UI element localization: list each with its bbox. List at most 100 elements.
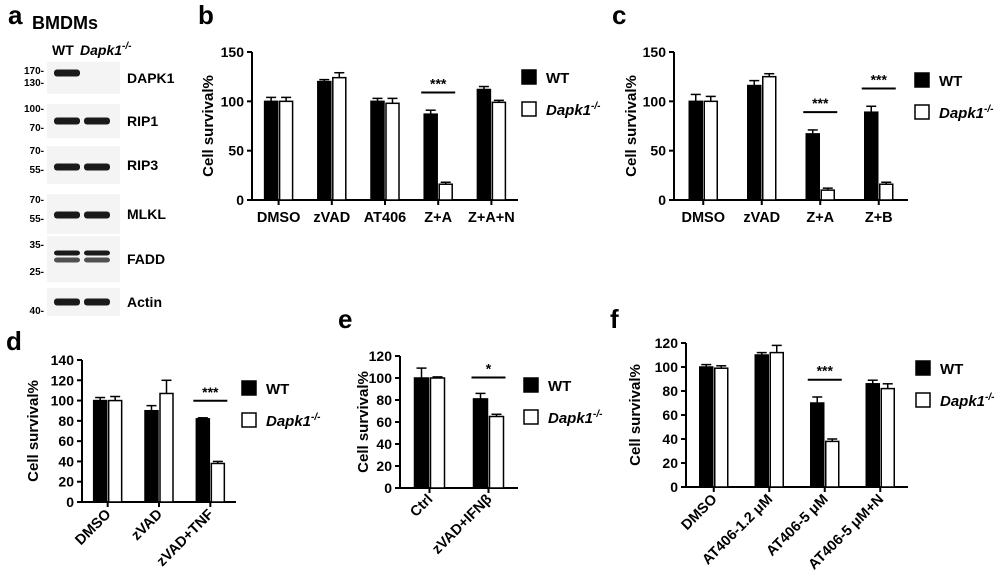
legend-label-ko: Dapk1-/-	[266, 412, 321, 430]
bar-ko	[429, 377, 446, 489]
significance-stars: ***	[871, 72, 888, 88]
legend-label-ko-name: Dapk1	[940, 393, 985, 410]
panel-a-title: BMDMs	[32, 13, 98, 33]
panel-label: e	[338, 304, 352, 334]
bar-wt	[805, 133, 820, 201]
mw-marker: 100-	[24, 104, 44, 115]
y-tick-label: 0	[66, 494, 74, 510]
bar-ko	[879, 183, 894, 201]
blot-band	[54, 117, 80, 125]
western-blot-panel: 170-130- DAPK1 100- 70- RIP1 70- 55- RIP3 70- 55-…	[24, 62, 175, 317]
category-label: zVAD	[743, 210, 780, 226]
y-tick-label: 80	[58, 413, 74, 429]
legend-label-ko: Dapk1-/-	[940, 392, 995, 410]
blot-protein-label: Actin	[127, 294, 162, 310]
blot-protein-label: MLKL	[127, 206, 166, 222]
bar-ko	[714, 367, 729, 488]
mw-marker: 25-	[30, 267, 44, 278]
bar-wt	[754, 354, 769, 488]
legend-swatch-wt	[914, 72, 930, 88]
y-tick-label: 40	[662, 431, 678, 447]
legend-swatch-wt	[521, 69, 537, 85]
blot-band	[84, 117, 110, 125]
y-axis-label: Cell survival%	[623, 75, 640, 177]
bar-wt	[864, 111, 879, 201]
bar-ko	[762, 75, 777, 201]
legend-label-wt: WT	[548, 378, 571, 395]
legend-swatch-ko	[241, 412, 257, 428]
bar-ko	[703, 100, 718, 201]
y-tick-label: 120	[369, 348, 393, 364]
bar-ko	[825, 440, 840, 488]
mw-marker: 70-	[30, 146, 44, 157]
y-tick-label: 100	[221, 93, 245, 109]
category-label: Ctrl	[407, 492, 436, 521]
bar-wt	[699, 366, 714, 488]
legend: WT Dapk1-/-	[241, 380, 321, 430]
chart-panel-d: d 0 20 40 60 80 100 120 140 Cell survival% DMSO zVA…	[6, 326, 321, 570]
y-tick-label: 20	[376, 458, 392, 474]
bar-wt	[263, 100, 279, 201]
y-tick-label: 80	[662, 383, 678, 399]
blot-protein-label: RIP3	[127, 157, 158, 173]
mw-marker: 55-	[30, 214, 44, 225]
mw-marker: 130-	[24, 78, 44, 89]
significance-stars: ***	[812, 95, 829, 111]
legend-label-wt: WT	[940, 361, 963, 378]
panel-label: d	[6, 326, 22, 356]
bar-wt	[747, 84, 762, 201]
y-axis-label: Cell survival%	[627, 364, 644, 466]
y-axis-label: Cell survival%	[25, 380, 42, 482]
blot-band	[84, 250, 110, 256]
legend-swatch-wt	[523, 377, 539, 393]
bar-ko	[278, 100, 294, 201]
category-label: DMSO	[679, 492, 721, 534]
legend-label-ko: Dapk1-/-	[939, 104, 994, 122]
bar-wt	[317, 80, 332, 201]
lane-ko-label: Dapk1-/-	[80, 41, 132, 58]
category-label: DMSO	[72, 507, 114, 549]
y-tick-label: 60	[376, 414, 392, 430]
bar-wt	[195, 418, 211, 503]
bar-ko	[491, 101, 507, 201]
y-tick-label: 20	[662, 455, 678, 471]
y-tick-label: 80	[376, 392, 392, 408]
legend-swatch-wt	[915, 360, 931, 376]
mw-marker: 70-	[30, 195, 44, 206]
y-tick-label: 150	[643, 44, 667, 60]
blot-band	[84, 257, 110, 263]
legend: WT Dapk1-/-	[523, 377, 603, 427]
legend: WT Dapk1-/-	[521, 69, 601, 119]
legend-label-ko-superscript: -/-	[985, 392, 995, 403]
bar-wt	[476, 88, 492, 201]
mw-marker: 40-	[30, 306, 44, 317]
blot-band	[84, 163, 110, 171]
y-tick-label: 60	[58, 433, 74, 449]
blot-band	[84, 211, 110, 219]
panel-a-label: a	[8, 0, 23, 30]
blot-box	[47, 62, 120, 94]
bar-wt	[688, 100, 703, 201]
bar-wt	[472, 398, 489, 489]
y-tick-label: 20	[58, 474, 74, 490]
category-label: Z+A	[424, 210, 452, 226]
y-tick-label: 0	[658, 192, 666, 208]
y-tick-label: 100	[643, 93, 667, 109]
legend-swatch-ko	[521, 101, 537, 117]
legend-label-wt: WT	[546, 70, 569, 87]
bar-wt	[865, 383, 880, 488]
y-tick-label: 140	[51, 352, 75, 368]
panel-label: c	[612, 0, 626, 30]
bar-ko	[210, 462, 226, 503]
legend-label-ko: Dapk1-/-	[546, 101, 601, 119]
lane-wt-label: WT	[52, 42, 74, 58]
chart-panel-e: e 0 20 40 60 80 100 120 Cell survival% CtrlzVAD+I…	[338, 304, 603, 558]
panel-label: b	[198, 0, 214, 30]
mw-marker: 170-	[24, 66, 44, 77]
legend-label-ko-superscript: -/-	[593, 409, 603, 420]
y-axis-label: Cell survival%	[200, 75, 217, 177]
y-tick-label: 50	[650, 143, 666, 159]
legend-label-ko-superscript: -/-	[311, 412, 321, 423]
legend-swatch-ko	[914, 104, 930, 120]
